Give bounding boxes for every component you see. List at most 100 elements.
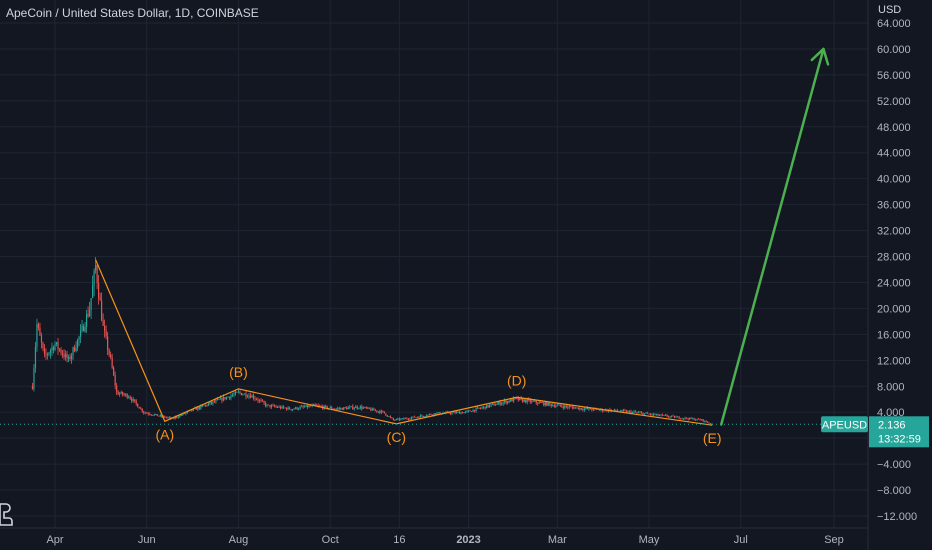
- candle-body: [546, 402, 548, 406]
- y-tick-label: 52.000: [877, 96, 911, 108]
- candle-body: [221, 397, 223, 401]
- candle-body: [173, 417, 175, 419]
- candle: [176, 416, 178, 419]
- candle-body: [514, 397, 516, 399]
- candle: [556, 403, 558, 407]
- candle: [386, 415, 388, 417]
- candle: [559, 404, 561, 408]
- candle: [37, 322, 40, 331]
- candle-body: [79, 330, 82, 337]
- candle: [319, 404, 321, 407]
- candle-body: [104, 325, 106, 331]
- candle-body: [586, 407, 588, 410]
- candle-body: [174, 416, 176, 419]
- candle: [549, 402, 551, 407]
- candle-body: [631, 411, 634, 414]
- y-tick-label: −4.000: [877, 459, 911, 471]
- time-axis[interactable]: Apr Jun Aug Oct 16 2023 Mar May Jul Sep: [46, 534, 843, 546]
- candle: [449, 412, 452, 416]
- candle: [498, 401, 500, 406]
- candle: [153, 413, 155, 416]
- candle: [364, 406, 366, 409]
- candle: [31, 382, 34, 390]
- x-tick-label: Aug: [229, 534, 249, 546]
- candle-body: [144, 412, 146, 414]
- candle-body: [478, 407, 480, 409]
- candle: [687, 417, 689, 421]
- candle-body: [155, 414, 157, 415]
- candle: [73, 344, 76, 353]
- candle: [110, 351, 112, 360]
- candle: [131, 396, 133, 404]
- candle-body: [51, 347, 53, 351]
- candle: [701, 419, 703, 421]
- y-tick-label: 16.000: [877, 329, 911, 341]
- candle: [292, 408, 294, 412]
- candle: [391, 417, 393, 419]
- candle: [646, 411, 649, 414]
- candle-body: [419, 415, 422, 418]
- candle: [664, 413, 667, 416]
- candle-body: [273, 405, 276, 407]
- x-tick-label: Jul: [734, 534, 748, 546]
- candle: [484, 406, 486, 410]
- tradingview-logo-icon[interactable]: [0, 500, 14, 530]
- candle-body: [204, 404, 206, 406]
- candle-body: [361, 406, 363, 409]
- candle: [243, 393, 246, 395]
- candle-body: [282, 406, 285, 408]
- candle: [128, 395, 130, 399]
- wave-label: (E): [703, 430, 722, 446]
- candle-body: [550, 404, 552, 406]
- candle-body: [88, 310, 91, 316]
- candle-body: [34, 346, 37, 368]
- candle-body: [39, 327, 41, 336]
- y-tick-label: 32.000: [877, 226, 911, 238]
- candle-body: [209, 402, 211, 404]
- candle-body: [299, 406, 301, 409]
- candle: [95, 256, 97, 274]
- candle-body: [261, 400, 264, 402]
- candle-body: [292, 409, 294, 410]
- candle-body: [699, 419, 701, 421]
- candle-body: [313, 404, 315, 406]
- candle-body: [640, 412, 643, 414]
- candle-body: [168, 417, 170, 419]
- candle: [298, 407, 300, 411]
- candle-body: [386, 415, 388, 417]
- candle-body: [705, 420, 707, 422]
- candle-body: [264, 403, 267, 406]
- candle: [409, 417, 411, 421]
- candle: [45, 348, 47, 360]
- x-tick-label: Apr: [46, 534, 63, 546]
- candle: [340, 407, 342, 411]
- candle-body: [483, 406, 485, 408]
- candle-body: [690, 417, 692, 419]
- arrow-shaft: [719, 47, 825, 426]
- x-tick-label: May: [639, 534, 660, 546]
- candle-body: [409, 418, 411, 420]
- candle-body: [362, 407, 364, 409]
- candle-body: [657, 413, 659, 416]
- candle: [478, 407, 480, 409]
- candle: [279, 405, 282, 410]
- candle: [296, 406, 298, 411]
- candle-body: [403, 418, 405, 420]
- candle-body: [636, 412, 638, 414]
- candle: [337, 406, 339, 411]
- candle-body: [576, 407, 578, 409]
- candle: [689, 417, 691, 421]
- candle-body: [356, 406, 358, 409]
- candle-body: [128, 397, 130, 399]
- candle: [651, 413, 653, 417]
- candle: [430, 413, 432, 416]
- candle: [204, 404, 206, 407]
- candle: [673, 415, 676, 419]
- candle-body: [231, 394, 234, 396]
- candle: [669, 415, 671, 419]
- candle: [463, 412, 465, 414]
- candle: [470, 411, 473, 413]
- candle: [678, 416, 680, 420]
- candle-body: [490, 404, 492, 406]
